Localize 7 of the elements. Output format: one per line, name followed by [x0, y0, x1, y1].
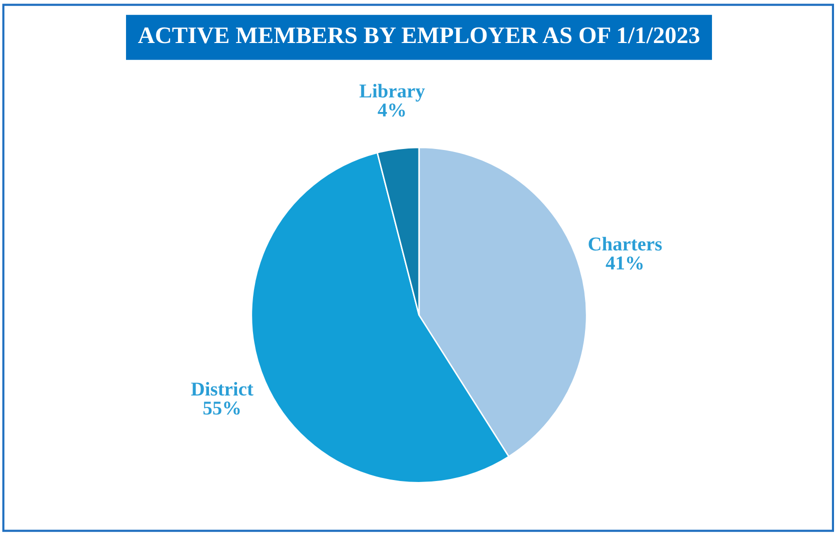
chart-title: ACTIVE MEMBERS BY EMPLOYER AS OF 1/1/2023: [138, 27, 700, 44]
slice-label: Library: [359, 84, 425, 102]
data-label: 41%: [606, 256, 643, 270]
data-label: 4%: [378, 103, 405, 117]
slice-label: Charters: [588, 236, 662, 251]
slice-label: District: [191, 382, 254, 396]
data-label: 55%: [203, 401, 240, 415]
